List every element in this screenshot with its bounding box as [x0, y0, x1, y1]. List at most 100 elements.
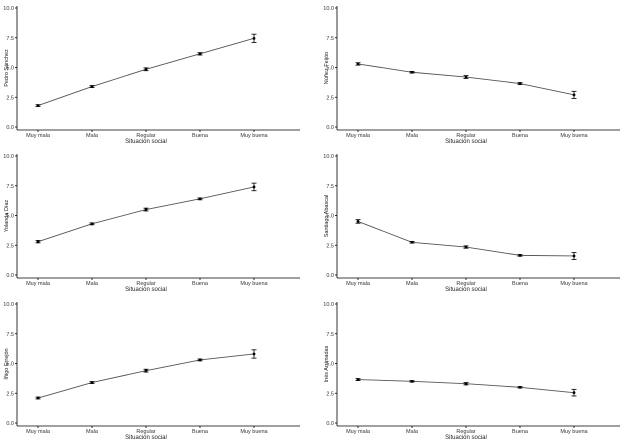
data-point: [144, 369, 148, 373]
x-tick-label: Muy mala: [346, 281, 371, 287]
x-axis-label: Situación social: [445, 139, 487, 145]
y-tick-label: 0.0: [6, 273, 14, 279]
x-tick-label: Muy buena: [560, 429, 588, 435]
y-tick-label: 10.0: [3, 6, 14, 12]
y-tick-label: 2.5: [6, 391, 14, 397]
x-tick-label: Regular: [456, 133, 475, 139]
chart-panel-6: 0.0 2.5 5.0 7.5 10.0 Muy mala Mala Regular Buena…: [320, 296, 640, 444]
y-tick-label: 0.0: [326, 125, 334, 131]
series-line: [37, 353, 255, 399]
x-tick-label: Buena: [192, 429, 209, 435]
y-tick-label: 5.0: [326, 362, 334, 368]
x-tick-label: Muy mala: [26, 133, 51, 139]
y-tick-label: 10.0: [3, 302, 14, 308]
x-tick-label: Mala: [86, 281, 99, 287]
data-point: [36, 240, 40, 244]
chart-svg: 0.0 2.5 5.0 7.5 10.0 Muy mala Mala Regular Buena…: [323, 6, 620, 145]
data-point: [518, 82, 522, 85]
x-tick-label: Muy buena: [560, 133, 588, 139]
series-line: [357, 221, 575, 257]
data-point: [252, 36, 256, 40]
y-axis-label: Santiago Abascal: [324, 195, 330, 238]
data-point: [90, 85, 94, 88]
y-tick-label: 7.5: [326, 36, 334, 42]
series-line: [37, 186, 255, 243]
data-point: [36, 396, 40, 400]
x-tick-label: Mala: [86, 133, 99, 139]
x-tick-label: Muy buena: [240, 429, 268, 435]
data-point: [36, 104, 40, 107]
x-tick-label: Regular: [136, 133, 155, 139]
chart-panel-3: 0.0 2.5 5.0 7.5 10.0 Muy mala Mala Regular Buena…: [0, 148, 320, 296]
x-tick-label: Muy buena: [240, 133, 268, 139]
y-tick-label: 5.0: [326, 66, 334, 72]
x-tick-label: Regular: [456, 281, 475, 287]
data-point: [518, 253, 522, 257]
y-tick-label: 2.5: [326, 391, 334, 397]
x-axis-label: Situación social: [445, 287, 487, 293]
data-point: [198, 52, 202, 56]
data-point: [198, 358, 202, 362]
y-tick-label: 10.0: [323, 154, 334, 160]
chart-svg: 0.0 2.5 5.0 7.5 10.0 Muy mala Mala Regular Buena…: [3, 6, 300, 145]
x-tick-label: Mala: [406, 429, 419, 435]
data-point: [464, 382, 468, 386]
y-tick-label: 2.5: [326, 95, 334, 101]
x-tick-label: Buena: [192, 281, 209, 287]
x-tick-label: Muy buena: [560, 281, 588, 287]
data-point: [518, 385, 522, 389]
data-point: [410, 240, 414, 244]
y-tick-label: 10.0: [323, 302, 334, 308]
x-axis-label: Situación social: [125, 287, 167, 293]
data-point: [198, 197, 202, 201]
chart-panel-1: 0.0 2.5 5.0 7.5 10.0 Muy mala Mala Regular Buena…: [0, 0, 320, 148]
y-tick-label: 2.5: [6, 95, 14, 101]
x-axis-label: Situación social: [125, 435, 167, 441]
y-tick-label: 7.5: [326, 332, 334, 338]
y-tick-label: 7.5: [6, 184, 14, 190]
x-tick-label: Mala: [406, 281, 419, 287]
y-tick-label: 7.5: [6, 332, 14, 338]
x-tick-label: Muy mala: [26, 281, 51, 287]
chart-panel-2: 0.0 2.5 5.0 7.5 10.0 Muy mala Mala Regular Buena…: [320, 0, 640, 148]
y-tick-label: 5.0: [6, 214, 14, 220]
data-point: [572, 254, 576, 258]
x-tick-label: Regular: [136, 429, 155, 435]
x-tick-label: Muy buena: [240, 281, 268, 287]
y-tick-label: 5.0: [6, 66, 14, 72]
y-tick-label: 0.0: [6, 421, 14, 427]
chart-svg: 0.0 2.5 5.0 7.5 10.0 Muy mala Mala Regular Buena…: [323, 302, 620, 441]
data-point: [464, 245, 468, 249]
x-axis-label: Situación social: [125, 139, 167, 145]
data-point: [572, 391, 576, 395]
y-tick-label: 10.0: [3, 154, 14, 160]
series-line: [357, 379, 575, 394]
x-tick-label: Mala: [86, 429, 99, 435]
y-tick-label: 5.0: [6, 362, 14, 368]
data-point: [356, 62, 360, 66]
y-axis-label: Núñez Feijóo: [324, 52, 330, 84]
y-tick-label: 0.0: [326, 273, 334, 279]
series-line: [37, 37, 255, 107]
data-point: [252, 352, 256, 356]
x-tick-label: Buena: [512, 133, 529, 139]
x-tick-label: Buena: [192, 133, 209, 139]
y-tick-label: 2.5: [6, 243, 14, 249]
y-tick-label: 7.5: [6, 36, 14, 42]
chart-svg: 0.0 2.5 5.0 7.5 10.0 Muy mala Mala Regular Buena…: [3, 302, 300, 441]
series-line: [357, 63, 575, 96]
y-tick-label: 0.0: [326, 421, 334, 427]
x-tick-label: Buena: [512, 281, 529, 287]
y-axis-label: Inés Arrimadas: [324, 345, 330, 382]
data-point: [464, 75, 468, 79]
y-tick-label: 0.0: [6, 125, 14, 131]
y-tick-label: 2.5: [326, 243, 334, 249]
data-point: [144, 208, 148, 211]
chart-panel-5: 0.0 2.5 5.0 7.5 10.0 Muy mala Mala Regular Buena…: [0, 296, 320, 444]
data-point: [410, 70, 414, 74]
data-point: [356, 220, 360, 223]
data-point: [410, 379, 414, 383]
data-point: [90, 381, 94, 384]
x-tick-label: Mala: [406, 133, 419, 139]
data-point: [90, 222, 94, 226]
